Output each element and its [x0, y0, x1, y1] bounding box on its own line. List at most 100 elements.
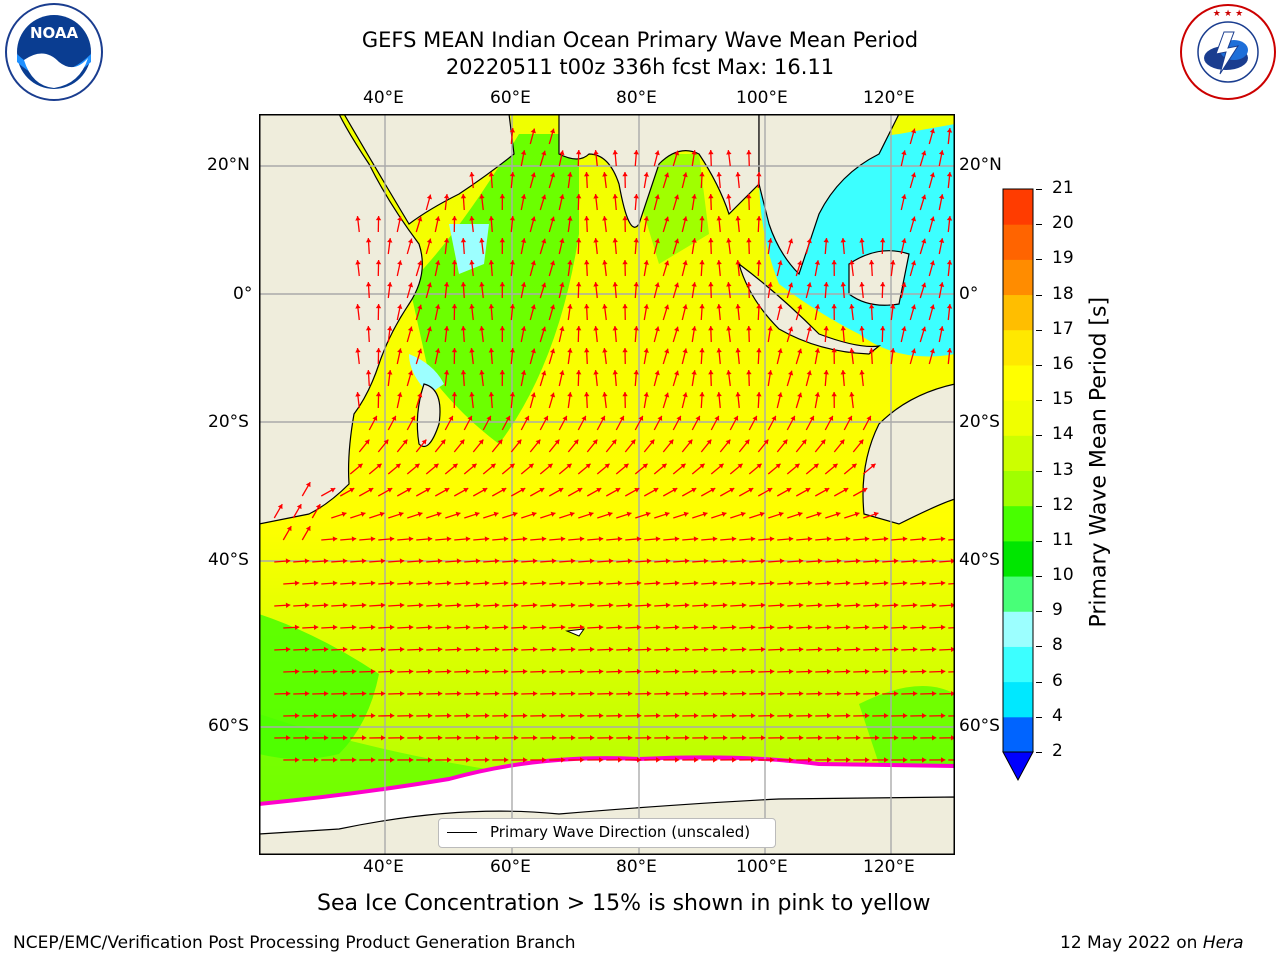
wave-arrow-head	[580, 757, 585, 763]
wave-arrow-head	[533, 735, 538, 741]
wave-arrow-head	[682, 392, 688, 398]
wave-arrow-head	[806, 238, 812, 244]
wave-arrow-head	[694, 757, 699, 763]
wave-arrow-head	[807, 536, 813, 542]
wave-arrow-head	[408, 668, 414, 675]
wave-arrow-head	[938, 326, 945, 331]
wave-arrow-head	[486, 415, 492, 421]
wave-arrow-head	[418, 558, 424, 564]
wave-arrow-head	[304, 602, 310, 608]
wave-arrow-head	[410, 415, 416, 421]
wave-arrow-head	[929, 260, 935, 266]
wave-arrow-head	[799, 735, 804, 741]
wave-arrow-head	[854, 511, 860, 517]
wave-arrow-head	[425, 487, 431, 493]
wave-arrow-head	[630, 439, 636, 445]
wave-arrow-head	[901, 150, 907, 156]
wave-arrow-head	[417, 348, 423, 354]
wave-arrow-head	[466, 757, 471, 763]
wave-arrow-head	[575, 370, 582, 375]
wave-arrow-head	[460, 370, 467, 375]
wave-arrow-head	[767, 238, 773, 243]
wave-arrow-head	[797, 304, 803, 310]
wave-arrow-head	[520, 150, 527, 155]
colorbar-segment	[1003, 189, 1033, 225]
wave-arrow-head	[294, 580, 300, 586]
wave-arrow-head	[655, 668, 661, 675]
wave-arrow-head	[513, 602, 519, 608]
wave-arrow-head	[443, 370, 450, 375]
colorbar-tick-label: 17	[1052, 318, 1074, 339]
wave-arrow-head	[285, 690, 291, 697]
wave-arrow-head	[543, 415, 549, 421]
wave-arrow-head	[493, 511, 499, 517]
colorbar-tick-mark	[1036, 364, 1042, 366]
wave-arrow-head	[664, 348, 670, 354]
wave-arrow-head	[465, 713, 471, 719]
wave-arrow-head	[499, 238, 506, 243]
wave-arrow-head	[855, 690, 861, 697]
wave-arrow-head	[931, 558, 937, 564]
wave-arrow-head	[590, 735, 595, 741]
wave-arrow-head	[608, 646, 614, 653]
lat-label-right-60s: 60°S	[959, 716, 1000, 736]
wave-arrow-head	[622, 216, 628, 221]
wave-arrow-head	[400, 735, 405, 741]
wave-arrow-head	[427, 713, 433, 719]
wave-arrow-head	[475, 558, 481, 564]
wave-arrow-head	[868, 348, 875, 353]
wave-arrow-head	[950, 646, 956, 653]
wave-arrow-head	[332, 713, 338, 719]
colorbar-tick-label: 2	[1052, 741, 1063, 761]
wave-arrow-head	[836, 690, 842, 697]
wave-arrow-head	[674, 713, 680, 719]
wave-arrow-head	[551, 558, 557, 564]
wave-arrow-head	[426, 326, 432, 332]
wave-arrow-head	[806, 370, 812, 376]
colorbar-tick-label: 21	[1052, 178, 1074, 198]
wave-arrow-head	[554, 439, 560, 445]
colorbar-tick-label: 19	[1052, 248, 1074, 269]
wave-arrow-head	[479, 282, 485, 287]
wave-arrow-head	[788, 624, 794, 631]
wave-arrow-head	[479, 194, 485, 199]
wave-arrow-head	[484, 580, 490, 586]
colorbar-segment	[1003, 435, 1033, 471]
wave-arrow-head	[814, 392, 821, 397]
wave-arrow-head	[683, 511, 689, 517]
wave-arrow-head	[361, 558, 367, 564]
wave-arrow-head	[746, 326, 752, 331]
wave-arrow-head	[387, 326, 393, 331]
wave-arrow-head	[636, 668, 642, 675]
wave-arrow-head	[862, 487, 868, 493]
wave-arrow-head	[940, 668, 946, 675]
svg-text:★ ★ ★: ★ ★ ★	[1213, 9, 1243, 19]
wave-arrow-head	[550, 511, 556, 517]
wave-arrow-head	[407, 370, 414, 376]
wave-arrow-head	[407, 326, 414, 332]
wave-arrow-head	[494, 646, 500, 653]
colorbar-segments	[1003, 189, 1033, 753]
colorbar-tick-mark	[1036, 400, 1042, 402]
wave-arrow-head	[469, 348, 475, 353]
wave-arrow-head	[633, 150, 639, 155]
wave-arrow-head	[541, 713, 547, 719]
wave-arrow-head	[342, 602, 348, 608]
wave-arrow-head	[355, 216, 361, 221]
wave-arrow-head	[836, 646, 842, 653]
wave-arrow-head	[313, 713, 319, 719]
colorbar-tick-mark	[1036, 752, 1042, 753]
wave-arrow-head	[746, 238, 752, 243]
wave-arrow-head	[771, 415, 777, 421]
wave-arrow-head	[750, 536, 756, 542]
wave-arrow-head	[547, 463, 553, 469]
wave-arrow-head	[296, 504, 302, 510]
map-legend: Primary Wave Direction (unscaled)	[438, 818, 776, 848]
wave-arrow-head	[741, 690, 747, 697]
wave-arrow-head	[448, 415, 454, 421]
wave-arrow-head	[593, 282, 599, 287]
wave-arrow-head	[718, 463, 724, 469]
wave-arrow-head	[814, 260, 821, 265]
wave-arrow-head	[426, 194, 432, 200]
wave-arrow-head	[770, 757, 775, 763]
